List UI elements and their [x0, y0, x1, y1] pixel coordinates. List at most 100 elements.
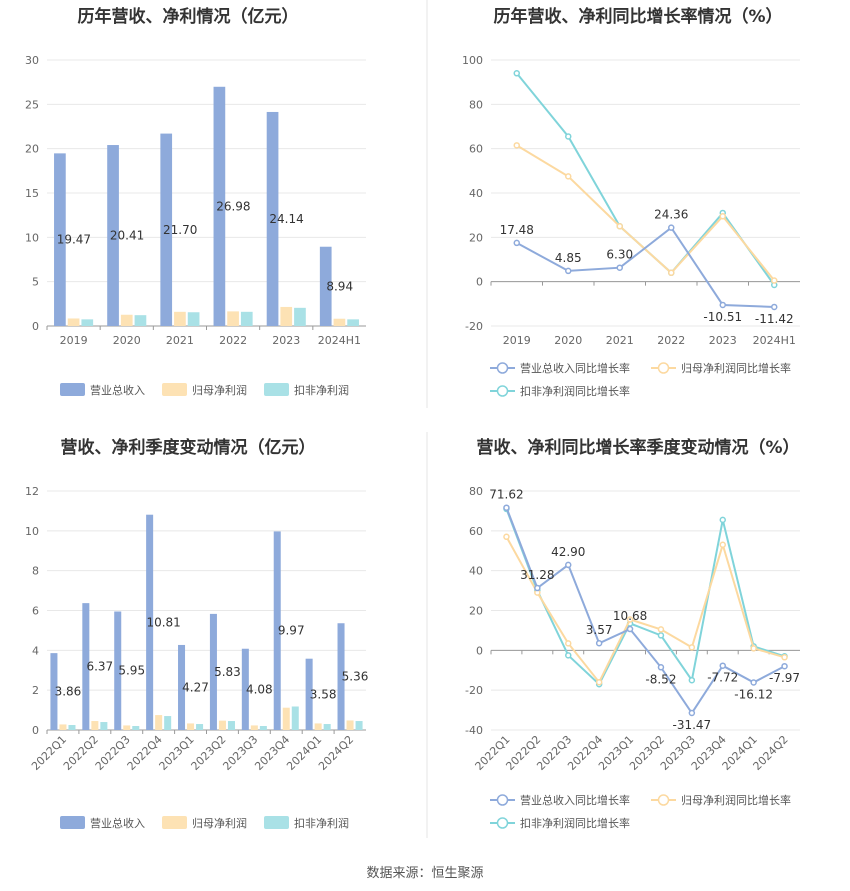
legend-item-2: 归母净利润同比增长率: [651, 361, 791, 375]
series-point-1: [534, 584, 541, 592]
bar-1: [241, 648, 249, 730]
series-point-2: [688, 644, 696, 651]
legend-label: 营业总收入同比增长率: [520, 361, 630, 375]
y-tick-label: 20: [469, 231, 483, 244]
y-tick-label: 0: [476, 644, 483, 657]
legend-label: 归母净利润同比增长率: [681, 361, 791, 375]
line-data-label: 6.30: [606, 248, 633, 262]
bar-3: [100, 722, 108, 730]
y-tick-label: 5: [32, 276, 39, 289]
y-tick-label: -20: [465, 684, 483, 697]
legend-swatch: [162, 383, 187, 396]
x-tick-label: 2023: [709, 334, 737, 347]
series-point-1: [668, 224, 675, 231]
x-tick-label: 2024Q2: [316, 733, 356, 773]
legend-label: 归母净利润同比增长率: [681, 793, 791, 807]
series-point-1: [657, 664, 665, 671]
y-tick-label: 4: [32, 644, 39, 657]
series-point-2: [513, 142, 520, 149]
bar-3: [132, 726, 140, 730]
bar-2: [174, 311, 186, 326]
series-point-3: [688, 676, 696, 684]
chart-3: 营收、净利季度变动情况（亿元）0246810122022Q12022Q22022…: [25, 437, 368, 830]
bar-2: [282, 707, 290, 730]
bar-data-label: 26.98: [216, 199, 250, 213]
legend-item-2: 归母净利润同比增长率: [651, 793, 791, 807]
bar-2: [59, 724, 67, 730]
chart-title: 历年营收、净利同比增长率情况（%）: [493, 6, 782, 27]
x-tick-label: 2020: [113, 334, 141, 347]
bar-2: [333, 318, 346, 326]
chart-title: 营收、净利季度变动情况（亿元）: [61, 437, 316, 458]
legend-label: 扣非净利润同比增长率: [520, 384, 630, 398]
bar-data-label: 3.58: [310, 687, 337, 701]
series-point-2: [719, 541, 726, 549]
bar-data-label: 4.27: [182, 680, 209, 694]
y-tick-label: 20: [25, 143, 39, 156]
bar-1: [54, 153, 66, 326]
legend-item-2: 归母净利润: [162, 816, 247, 830]
bar-1: [114, 611, 122, 730]
legend-item-3: 扣非净利润: [264, 816, 349, 830]
bar-2: [227, 311, 239, 326]
bar-1: [319, 246, 332, 326]
bar-2: [346, 720, 354, 730]
y-tick-label: 12: [25, 485, 39, 498]
bar-3: [227, 721, 235, 730]
y-tick-label: 80: [469, 98, 483, 111]
x-tick-label: 2021: [606, 334, 634, 347]
bar-3: [68, 725, 76, 730]
legend-item-1: 营业总收入同比增长率: [490, 361, 630, 375]
x-tick-label: 2023: [272, 334, 300, 347]
bar-data-label: 20.41: [110, 229, 144, 243]
y-tick-label: 40: [469, 187, 483, 200]
legend-label: 归母净利润: [192, 383, 247, 397]
series-point-3: [657, 632, 665, 639]
y-tick-label: 80: [469, 485, 483, 498]
y-tick-label: 10: [25, 231, 39, 244]
y-tick-label: 20: [469, 605, 483, 618]
series-line-1: [505, 507, 786, 715]
bar-2: [250, 725, 258, 730]
bar-2: [280, 306, 293, 326]
bar-1: [209, 613, 217, 730]
y-tick-label: 60: [469, 143, 483, 156]
bar-3: [187, 312, 200, 326]
bar-3: [81, 319, 94, 326]
series-line-2: [505, 536, 785, 685]
series-point-1: [565, 561, 572, 569]
series-point-1: [626, 625, 634, 633]
legend-label: 营业总收入: [90, 383, 145, 397]
y-tick-label: -20: [465, 320, 483, 333]
legend-label: 营业总收入同比增长率: [520, 793, 630, 807]
bar-3: [355, 721, 363, 730]
y-tick-label: 10: [25, 525, 39, 538]
bar-data-label: 8.94: [326, 279, 353, 293]
line-data-label: -16.12: [734, 687, 773, 701]
series-point-1: [750, 679, 757, 686]
bar-data-label: 5.83: [214, 665, 241, 679]
bar-data-label: 5.36: [342, 670, 369, 684]
line-data-label: 3.57: [586, 623, 613, 637]
bar-data-label: 9.97: [278, 624, 305, 638]
series-point-3: [565, 133, 572, 140]
series-point-3: [719, 516, 726, 524]
series-point-2: [616, 223, 623, 230]
bar-1: [213, 86, 226, 326]
legend-label: 营业总收入: [90, 816, 145, 830]
bar-2: [67, 318, 80, 326]
series-point-1: [688, 709, 696, 717]
bar-data-label: 19.47: [57, 233, 91, 247]
bar-3: [323, 724, 331, 730]
series-point-1: [771, 303, 778, 311]
line-data-label: 42.90: [551, 545, 585, 559]
series-point-2: [595, 678, 603, 686]
chart-4: 营收、净利同比增长率季度变动情况（%）-40-200204060802022Q1…: [465, 437, 800, 830]
series-point-2: [565, 640, 572, 647]
x-tick-label: 2022: [657, 334, 685, 347]
legend-item-2: 归母净利润: [162, 383, 247, 397]
chart-title: 营收、净利同比增长率季度变动情况（%）: [476, 437, 799, 458]
bar-3: [259, 726, 267, 730]
series-point-1: [616, 264, 623, 271]
